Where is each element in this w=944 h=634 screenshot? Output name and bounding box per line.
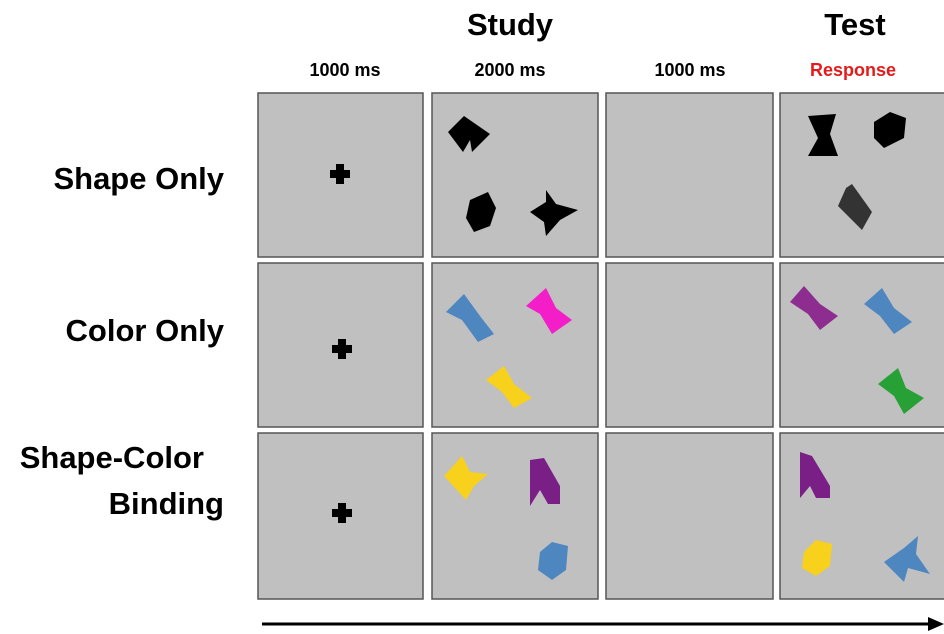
diagram: Study Test 1000 ms 2000 ms 1000 ms Respo… — [0, 0, 944, 634]
duration: Response — [810, 60, 896, 80]
panel — [780, 93, 944, 257]
panel — [606, 263, 773, 427]
row-label: Shape Only — [53, 161, 224, 196]
panel — [432, 93, 598, 257]
row-label: Color Only — [66, 313, 225, 348]
phase-title: Test — [824, 7, 885, 42]
duration: 2000 ms — [474, 60, 545, 80]
panel — [606, 433, 773, 599]
panel — [606, 93, 773, 257]
arrow-head — [928, 617, 944, 631]
phase-title: Study — [467, 7, 554, 42]
panels — [258, 93, 944, 599]
row-label: Shape-Color — [20, 440, 204, 475]
panel — [432, 433, 598, 599]
duration: 1000 ms — [309, 60, 380, 80]
row-label: Binding — [109, 486, 224, 521]
duration: 1000 ms — [654, 60, 725, 80]
